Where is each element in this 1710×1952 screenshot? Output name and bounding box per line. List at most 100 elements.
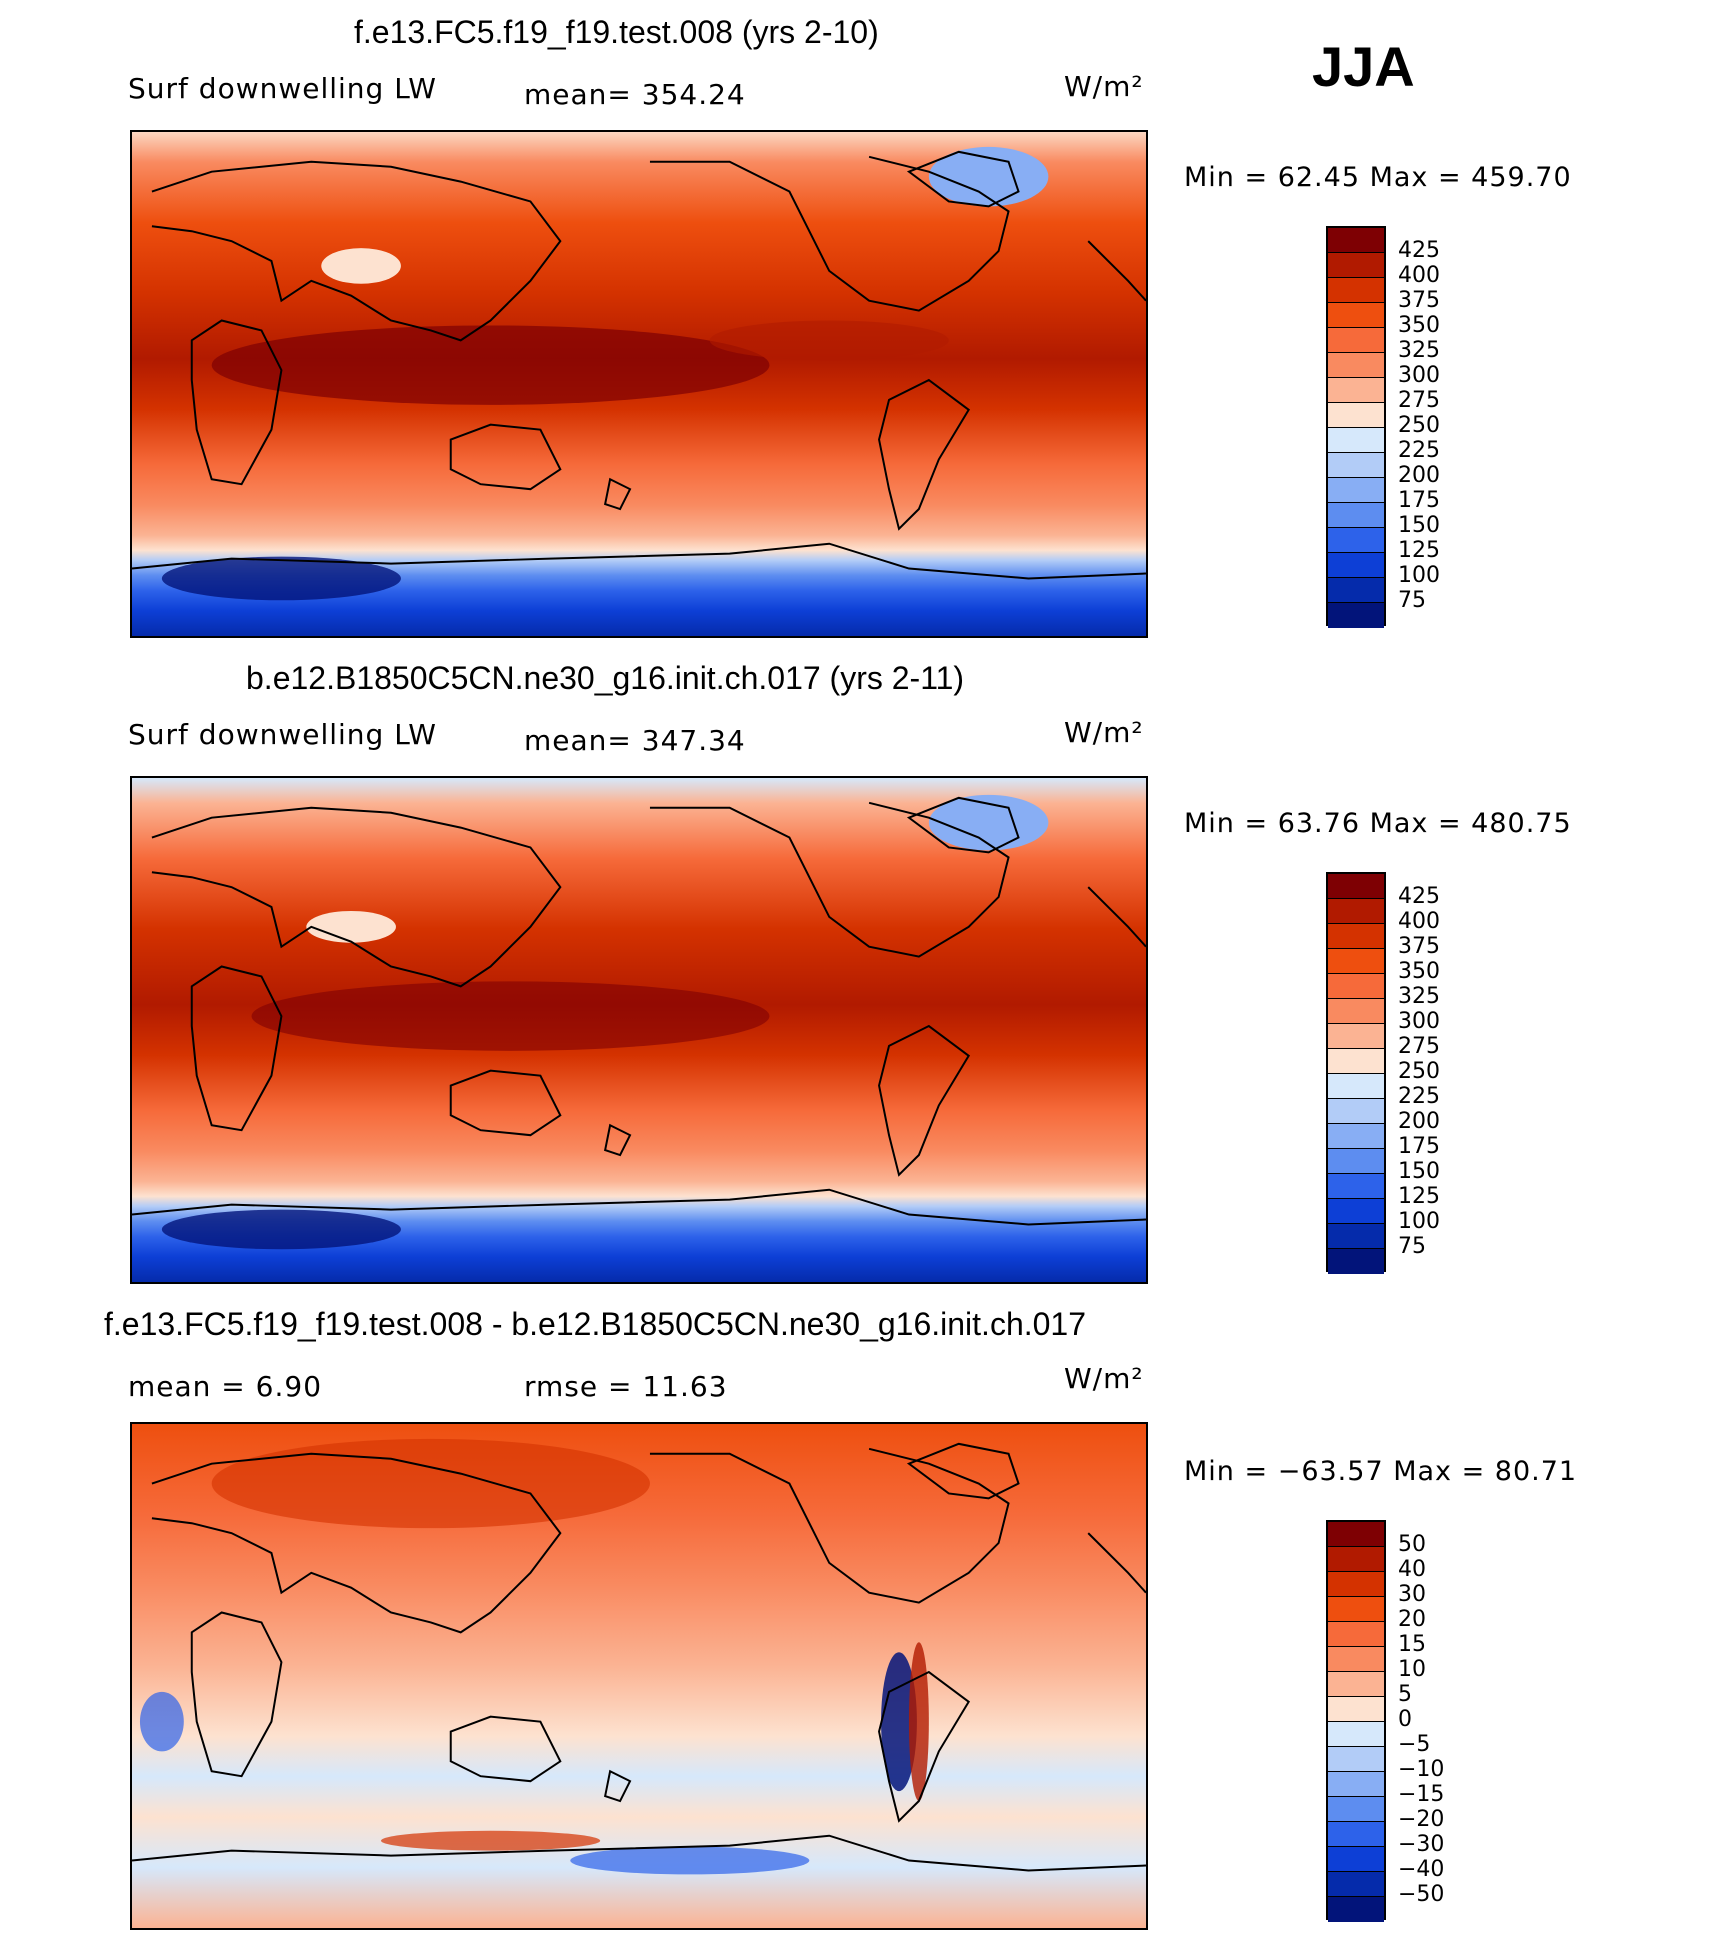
panel-1-map — [130, 130, 1148, 638]
colorbar-tick-label: −50 — [1398, 1882, 1445, 1907]
colorbar-tick-label: 425 — [1398, 884, 1440, 909]
colorbar-swatch — [1328, 1722, 1384, 1747]
panel-3-rmse-label: rmse = 11.63 — [524, 1370, 728, 1403]
colorbar-tick-label: 175 — [1398, 1134, 1440, 1159]
colorbar-tick-label: 200 — [1398, 1109, 1440, 1134]
colorbar-tick-label: 350 — [1398, 313, 1440, 338]
colorbar-swatch — [1328, 1897, 1384, 1922]
colorbar-tick-label: 200 — [1398, 463, 1440, 488]
colorbar-swatch — [1328, 874, 1384, 899]
colorbar-swatch — [1328, 578, 1384, 603]
colorbar-swatch — [1328, 999, 1384, 1024]
colorbar-swatch — [1328, 1547, 1384, 1572]
colorbar-swatch — [1328, 1822, 1384, 1847]
colorbar-tick-label: 300 — [1398, 363, 1440, 388]
panel-2-minmax: Min = 63.76 Max = 480.75 — [1184, 808, 1572, 839]
colorbar-tick-label: 50 — [1398, 1532, 1426, 1557]
colorbar-swatch — [1328, 1647, 1384, 1672]
panel-2-map-field — [132, 778, 1146, 1282]
colorbar-tick-label: 250 — [1398, 1059, 1440, 1084]
panel-1-colorbar — [1326, 226, 1386, 628]
colorbar-swatch — [1328, 1249, 1384, 1274]
panel-3-minmax: Min = −63.57 Max = 80.71 — [1184, 1456, 1578, 1487]
colorbar-tick-label: 75 — [1398, 588, 1426, 613]
colorbar-tick-label: 125 — [1398, 1184, 1440, 1209]
colorbar-swatch — [1328, 1597, 1384, 1622]
panel-3-mean-label: mean = 6.90 — [128, 1370, 323, 1403]
colorbar-swatch — [1328, 603, 1384, 628]
colorbar-swatch — [1328, 1174, 1384, 1199]
colorbar-tick-label: 275 — [1398, 388, 1440, 413]
colorbar-swatch — [1328, 924, 1384, 949]
panel-2-mean-label: mean= 347.34 — [524, 724, 746, 757]
colorbar-tick-label: −30 — [1398, 1832, 1445, 1857]
colorbar-tick-label: 375 — [1398, 934, 1440, 959]
panel-3-units: W/m² — [1064, 1362, 1144, 1395]
panel-3-map — [130, 1422, 1148, 1930]
colorbar-tick-label: −10 — [1398, 1757, 1445, 1782]
colorbar-swatch — [1328, 1797, 1384, 1822]
colorbar-swatch — [1328, 228, 1384, 253]
colorbar-swatch — [1328, 453, 1384, 478]
colorbar-swatch — [1328, 1224, 1384, 1249]
colorbar-tick-label: 75 — [1398, 1234, 1426, 1259]
colorbar-swatch — [1328, 1747, 1384, 1772]
panel-3-map-field — [132, 1424, 1146, 1928]
colorbar-tick-label: 150 — [1398, 513, 1440, 538]
colorbar-tick-label: 30 — [1398, 1582, 1426, 1607]
colorbar-tick-label: 5 — [1398, 1682, 1412, 1707]
colorbar-swatch — [1328, 1522, 1384, 1547]
colorbar-swatch — [1328, 1099, 1384, 1124]
colorbar-tick-label: 175 — [1398, 488, 1440, 513]
colorbar-swatch — [1328, 303, 1384, 328]
colorbar-swatch — [1328, 949, 1384, 974]
colorbar-tick-label: 150 — [1398, 1159, 1440, 1184]
colorbar-swatch — [1328, 899, 1384, 924]
colorbar-tick-label: 225 — [1398, 1084, 1440, 1109]
colorbar-swatch — [1328, 1697, 1384, 1722]
colorbar-swatch — [1328, 1847, 1384, 1872]
colorbar-tick-label: 20 — [1398, 1607, 1426, 1632]
panel-1-mean-label: mean= 354.24 — [524, 78, 746, 111]
colorbar-tick-label: −15 — [1398, 1782, 1445, 1807]
colorbar-swatch — [1328, 1024, 1384, 1049]
colorbar-swatch — [1328, 1199, 1384, 1224]
colorbar-swatch — [1328, 1872, 1384, 1897]
colorbar-swatch — [1328, 1672, 1384, 1697]
colorbar-swatch — [1328, 528, 1384, 553]
colorbar-swatch — [1328, 1074, 1384, 1099]
colorbar-tick-label: 100 — [1398, 1209, 1440, 1234]
colorbar-swatch — [1328, 278, 1384, 303]
panel-2-colorbar — [1326, 872, 1386, 1274]
panel-2-variable-label: Surf downwelling LW — [128, 718, 437, 751]
colorbar-swatch — [1328, 503, 1384, 528]
colorbar-tick-label: 375 — [1398, 288, 1440, 313]
colorbar-swatch — [1328, 328, 1384, 353]
colorbar-tick-label: 425 — [1398, 238, 1440, 263]
colorbar-tick-label: −20 — [1398, 1807, 1445, 1832]
panel-2-map — [130, 776, 1148, 1284]
panel-3-title: f.e13.FC5.f19_f19.test.008 - b.e12.B1850… — [104, 1306, 1087, 1342]
panel-1-variable-label: Surf downwelling LW — [128, 72, 437, 105]
colorbar-swatch — [1328, 1772, 1384, 1797]
colorbar-swatch — [1328, 253, 1384, 278]
colorbar-swatch — [1328, 428, 1384, 453]
panel-1-map-field — [132, 132, 1146, 636]
colorbar-tick-label: 350 — [1398, 959, 1440, 984]
colorbar-swatch — [1328, 1149, 1384, 1174]
colorbar-tick-label: 300 — [1398, 1009, 1440, 1034]
colorbar-tick-label: 225 — [1398, 438, 1440, 463]
colorbar-tick-label: 325 — [1398, 338, 1440, 363]
colorbar-swatch — [1328, 378, 1384, 403]
panel-1-title: f.e13.FC5.f19_f19.test.008 (yrs 2-10) — [354, 14, 879, 50]
colorbar-swatch — [1328, 1572, 1384, 1597]
panel-1-units: W/m² — [1064, 70, 1144, 103]
colorbar-swatch — [1328, 1049, 1384, 1074]
colorbar-swatch — [1328, 478, 1384, 503]
panel-1-minmax: Min = 62.45 Max = 459.70 — [1184, 162, 1572, 193]
colorbar-tick-label: 125 — [1398, 538, 1440, 563]
panel-2-title: b.e12.B1850C5CN.ne30_g16.init.ch.017 (yr… — [246, 660, 965, 696]
season-label: JJA — [1312, 35, 1415, 98]
colorbar-tick-label: 325 — [1398, 984, 1440, 1009]
colorbar-swatch — [1328, 1124, 1384, 1149]
